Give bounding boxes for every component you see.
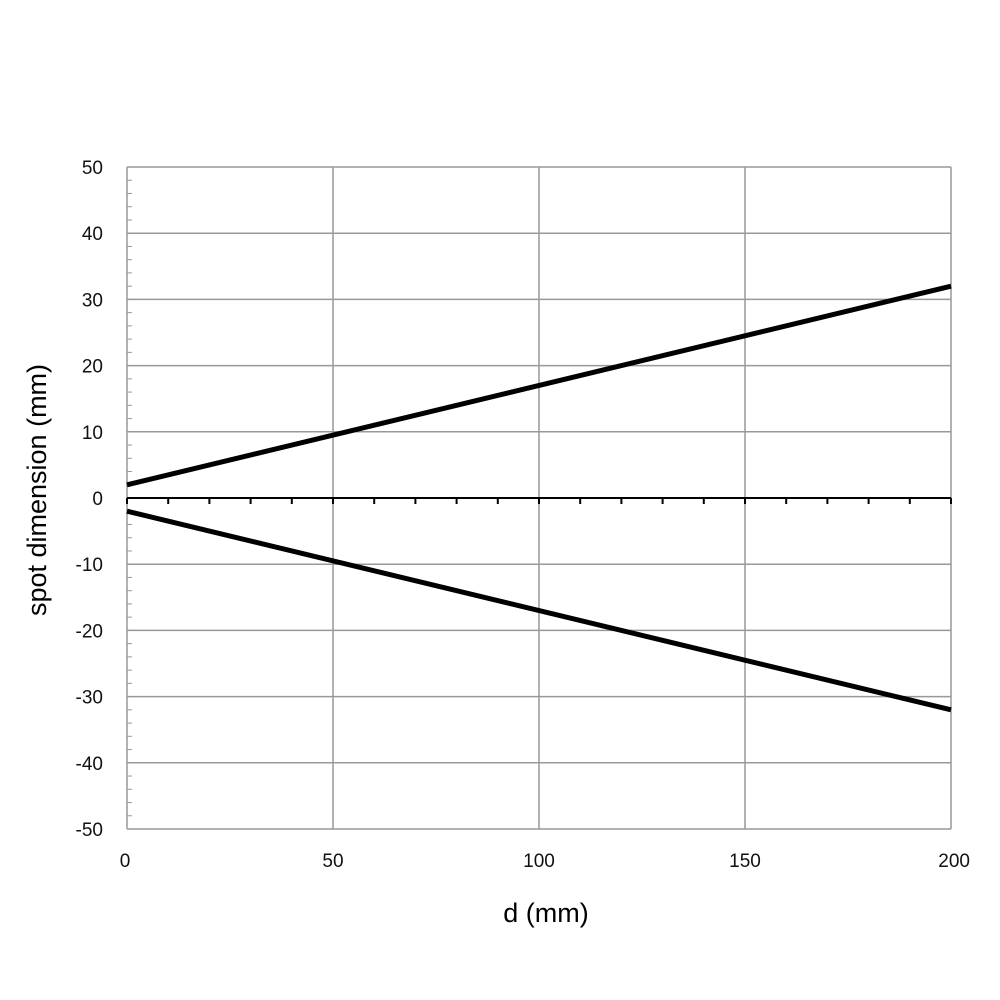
axes	[126, 166, 952, 830]
y-tick-label: 50	[82, 158, 103, 179]
y-tick-label: -10	[76, 555, 103, 576]
y-tick-label: 40	[82, 224, 103, 245]
y-tick-label: 20	[82, 357, 103, 378]
y-tick-label: 0	[92, 489, 103, 510]
x-tick-label: 50	[322, 851, 343, 872]
x-tick-label: 200	[938, 851, 970, 872]
y-axis-title: spot dimension (mm)	[22, 364, 52, 616]
y-tick-label: -20	[76, 621, 103, 642]
x-tick-label: 0	[120, 851, 131, 872]
series-line-1	[126, 283, 952, 488]
series-line-2	[126, 508, 952, 713]
y-tick-label: 10	[82, 423, 103, 444]
x-tick-label: 150	[729, 851, 761, 872]
series-lines	[126, 283, 952, 713]
y-tick-label: -30	[76, 688, 103, 709]
x-tick-label: 100	[523, 851, 555, 872]
x-axis-title: d (mm)	[503, 898, 588, 928]
y-tick-label: 30	[82, 290, 103, 311]
y-tick-label: -40	[76, 754, 103, 775]
y-tick-label: -50	[76, 820, 103, 841]
